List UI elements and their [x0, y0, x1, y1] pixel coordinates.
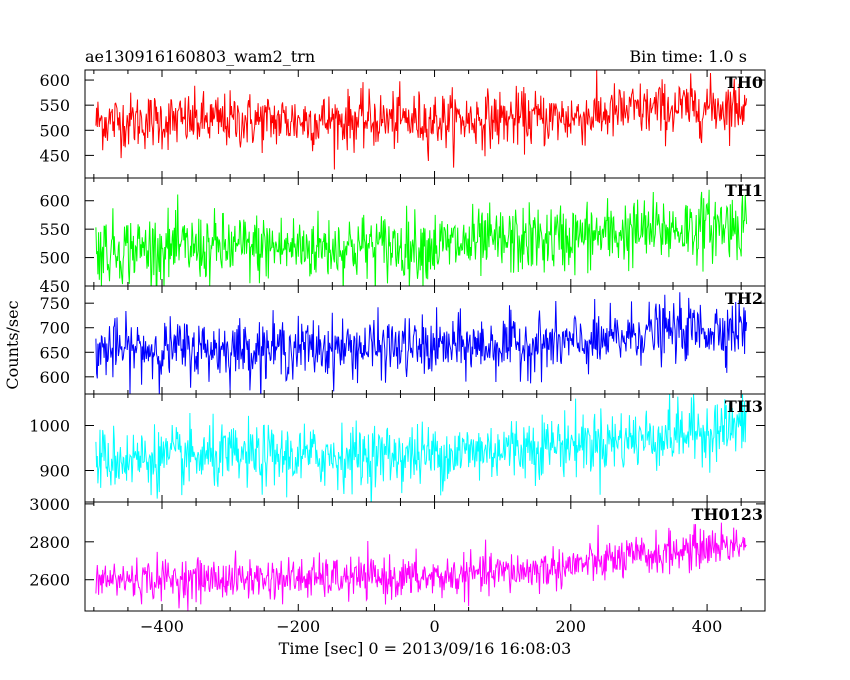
y-tick-label: 750 — [39, 294, 70, 313]
panel-label-th0: TH0 — [725, 73, 763, 92]
panel-label-th1: TH1 — [725, 181, 763, 200]
series-line-th0 — [95, 70, 748, 170]
y-tick-label: 2800 — [29, 533, 70, 552]
x-tick-label: −200 — [276, 617, 320, 636]
series-line-th3 — [95, 394, 748, 502]
y-tick-label: 500 — [39, 121, 70, 140]
y-tick-label: 1000 — [29, 417, 70, 436]
panel-th0123: 2600 2800 3000 TH0123 — [29, 495, 766, 612]
panel-label-th0123: TH0123 — [691, 505, 763, 524]
bin-time-label: Bin time: 1.0 s — [629, 47, 747, 66]
series-line-th0123 — [95, 522, 747, 611]
y-tick-label: 600 — [39, 368, 70, 387]
panel-label-th3: TH3 — [725, 397, 763, 416]
x-tick-label: 0 — [429, 617, 439, 636]
y-tick-label: 650 — [39, 343, 70, 362]
x-axis: −400 −200 0 200 400 — [140, 617, 722, 636]
panel-frame — [84, 501, 766, 612]
panel-th3: 900 1000 TH3 — [29, 393, 766, 503]
x-axis-label: Time [sec] 0 = 2013/09/16 16:08:03 — [279, 639, 572, 658]
y-tick-label: 550 — [39, 96, 70, 115]
series-line-th1 — [95, 189, 748, 286]
y-tick-label: 450 — [39, 146, 70, 165]
y-tick-label: 600 — [39, 71, 70, 90]
y-tick-label: 550 — [39, 220, 70, 239]
y-axis-label: Counts/sec — [3, 300, 22, 389]
y-tick-label: 900 — [39, 462, 70, 481]
y-tick-label: 700 — [39, 319, 70, 338]
panel-label-th2: TH2 — [725, 289, 763, 308]
series-line-th2 — [95, 292, 748, 394]
y-tick-label: 450 — [39, 277, 70, 296]
y-tick-label: 3000 — [29, 495, 70, 514]
y-tick-label: 2600 — [29, 571, 70, 590]
panels-group: 450 500 550 600 TH0 450 500 550 600 TH1 600 650 700 7… — [29, 69, 766, 612]
chart-title: ae130916160803_wam2_trn — [85, 47, 315, 66]
y-tick-label: 600 — [39, 192, 70, 211]
x-tick-label: 200 — [556, 617, 587, 636]
x-tick-label: 400 — [692, 617, 723, 636]
x-tick-label: −400 — [140, 617, 184, 636]
y-tick-label: 500 — [39, 249, 70, 268]
